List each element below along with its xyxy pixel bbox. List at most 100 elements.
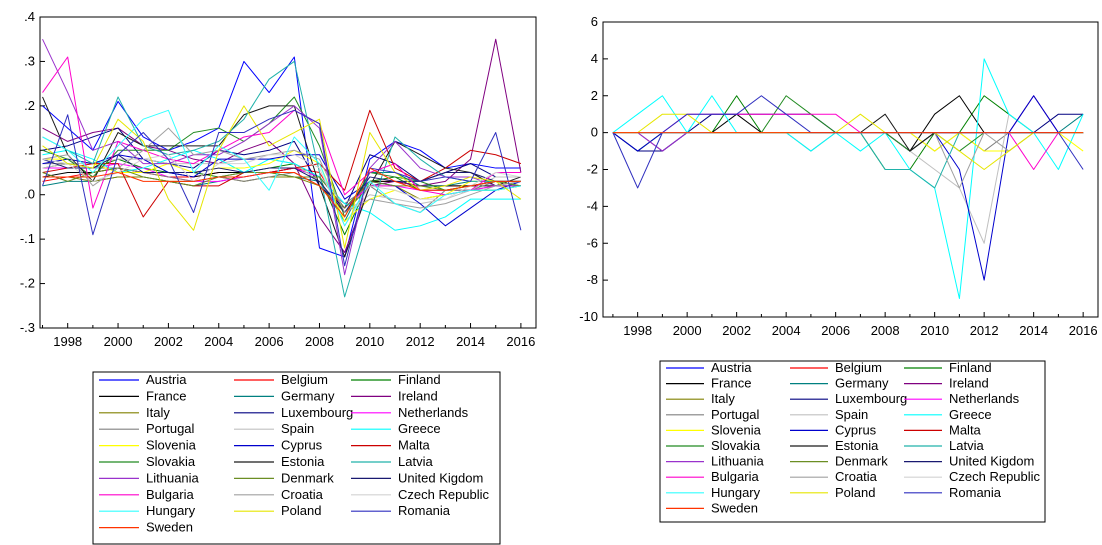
c1-y-tick-label: 2: [591, 88, 598, 103]
legend-label: Netherlands: [398, 405, 469, 420]
legend-label: Malta: [398, 438, 431, 453]
c1-y-tick-label: 6: [591, 14, 598, 29]
c1-x-tick-label: 2016: [1069, 323, 1098, 338]
legend-label: Sweden: [711, 500, 758, 515]
legend-label: Czech Republic: [398, 487, 490, 502]
legend-label: Poland: [835, 485, 875, 500]
legend-label: Croatia: [835, 469, 878, 484]
legend-label: Ireland: [398, 388, 438, 403]
legend-label: Ireland: [949, 376, 989, 391]
c0-x-tick-label: 2000: [104, 334, 133, 349]
legend-label: Estonia: [281, 454, 325, 469]
series-line-estonia: [42, 96, 522, 258]
series-line-malta: [42, 109, 522, 218]
c1-x-tick-label: 2000: [673, 323, 702, 338]
legend-label: Luxembourg: [835, 391, 907, 406]
c1-plot-frame: [602, 21, 1099, 318]
legend-label: France: [146, 388, 186, 403]
legend-label: Portugal: [146, 421, 195, 436]
series-line-spain: [612, 113, 1084, 244]
series-line-slovakia: [42, 96, 521, 218]
legend-label: Denmark: [281, 470, 334, 485]
c0-x-tick-label: 2014: [456, 334, 485, 349]
legend-label: Greece: [398, 421, 441, 436]
legend-label: Finland: [949, 360, 992, 375]
series-line-croatia: [42, 127, 521, 213]
series-line-poland: [42, 105, 522, 249]
c1-x-tick-label: 2008: [871, 323, 900, 338]
legend-label: Slovakia: [146, 454, 196, 469]
legend-label: Czech Republic: [949, 469, 1041, 484]
c0-plot-frame: [39, 16, 537, 329]
series-line-romania: [42, 109, 522, 267]
legend-label: Slovenia: [711, 422, 762, 437]
series-line-austria: [42, 56, 521, 258]
legend-label: Romania: [398, 503, 451, 518]
c1-x-tick-label: 2006: [821, 323, 850, 338]
c0-y-tick-label: .3: [24, 53, 35, 68]
c1-y-tick-label: 0: [591, 125, 598, 140]
legend-label: Spain: [835, 407, 868, 422]
legend-label: Romania: [949, 485, 1002, 500]
series-line-latvia: [612, 132, 1084, 189]
c0-y-tick-label: .0: [24, 187, 35, 202]
c1-y-tick-label: -8: [586, 272, 598, 287]
series-line-croatia: [612, 132, 1084, 189]
legend-label: Poland: [281, 503, 321, 518]
c0-y-tick-label: -.2: [20, 276, 35, 291]
c0-y-tick-label: -.3: [20, 320, 35, 335]
legend-label: Luxembourg: [281, 405, 353, 420]
series-line-poland: [612, 113, 1084, 170]
legend-label: Slovenia: [146, 438, 197, 453]
legend-label: Italy: [146, 405, 170, 420]
c1-legend-box: [659, 360, 1046, 523]
legend-label: Finland: [398, 372, 441, 387]
c0-x-tick-label: 2008: [305, 334, 334, 349]
series-line-sweden: [42, 167, 521, 218]
c1-y-tick-label: -2: [586, 162, 598, 177]
c0-x-tick-label: 2010: [355, 334, 384, 349]
legend-label: Estonia: [835, 438, 879, 453]
legend-label: Greece: [949, 407, 992, 422]
c1-x-tick-label: 2004: [772, 323, 801, 338]
legend-label: Austria: [146, 372, 187, 387]
legend-label: Austria: [711, 360, 752, 375]
legend-label: Lithuania: [711, 454, 765, 469]
legend-label: Sweden: [146, 520, 193, 535]
c1-x-tick-label: 2010: [920, 323, 949, 338]
legend-label: Italy: [711, 391, 735, 406]
legend-label: Cyprus: [835, 422, 877, 437]
c1-y-tick-label: 4: [591, 51, 598, 66]
c0-x-tick-label: 2016: [506, 334, 535, 349]
series-line-united-kigdom: [42, 154, 521, 213]
series-line-italy: [42, 176, 521, 213]
series-line-hungary: [42, 109, 521, 227]
legend-label: United Kigdom: [398, 470, 483, 485]
legend-label: Latvia: [398, 454, 433, 469]
legend-label: France: [711, 376, 751, 391]
legend-label: Cyprus: [281, 438, 323, 453]
legend-label: Belgium: [281, 372, 328, 387]
c1-y-tick-label: -10: [579, 309, 598, 324]
c0-y-tick-label: .2: [24, 98, 35, 113]
c1-y-tick-label: -6: [586, 235, 598, 250]
legend-label: Bulgaria: [711, 469, 759, 484]
legend-label: Latvia: [949, 438, 984, 453]
c0-x-tick-label: 2006: [255, 334, 284, 349]
c0-x-tick-label: 1998: [53, 334, 82, 349]
c0-y-tick-label: .4: [24, 9, 35, 24]
c1-series-group: [612, 58, 1084, 300]
series-line-denmark: [42, 167, 521, 209]
c0-x-tick-label: 2012: [406, 334, 435, 349]
legend-label: Portugal: [711, 407, 760, 422]
series-line-latvia: [42, 60, 521, 298]
legend-label: Hungary: [146, 503, 196, 518]
c1-x-tick-label: 2002: [722, 323, 751, 338]
c0-legend-box: [92, 371, 501, 545]
series-line-cyprus: [42, 154, 522, 227]
c1-x-tick-label: 1998: [623, 323, 652, 338]
c1-x-tick-label: 2012: [970, 323, 999, 338]
legend-label: Malta: [949, 422, 982, 437]
c0-y-tick-label: -.1: [20, 231, 35, 246]
legend-label: Lithuania: [146, 470, 200, 485]
